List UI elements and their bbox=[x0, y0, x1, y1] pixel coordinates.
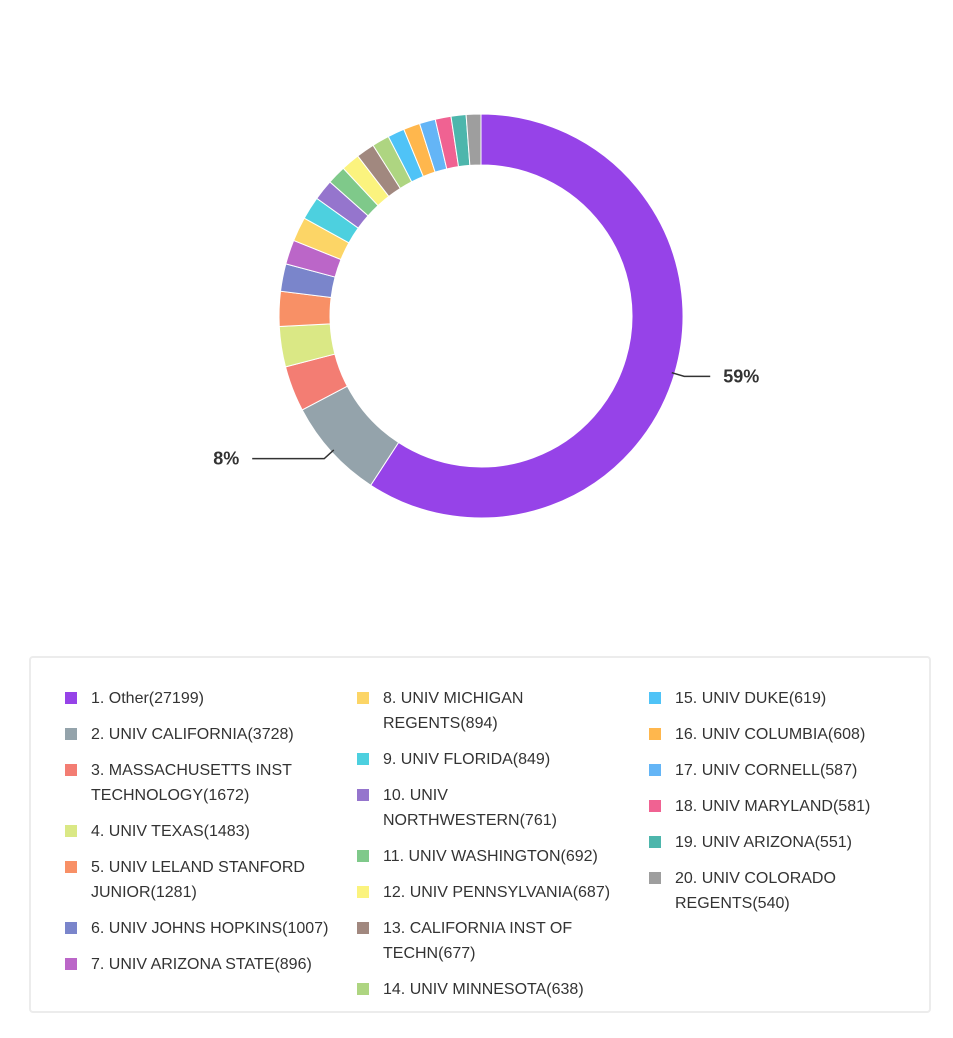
legend-swatch-9 bbox=[357, 753, 369, 765]
legend-label-19: 19. UNIV ARIZONA(551) bbox=[675, 834, 852, 851]
legend-item-3[interactable]: 3. MASSACHUSETTS INST TECHNOLOGY(1672) bbox=[64, 758, 334, 808]
legend-label-16: 16. UNIV COLUMBIA(608) bbox=[675, 726, 866, 743]
legend-item-10[interactable]: 10. UNIV NORTHWESTERN(761) bbox=[356, 783, 626, 833]
legend-item-18[interactable]: 18. UNIV MARYLAND(581) bbox=[648, 794, 918, 819]
legend-swatch-14 bbox=[357, 983, 369, 995]
legend-swatch-19 bbox=[649, 836, 661, 848]
legend-label-12: 12. UNIV PENNSYLVANIA(687) bbox=[383, 884, 611, 901]
legend-item-4[interactable]: 4. UNIV TEXAS(1483) bbox=[64, 819, 334, 844]
legend: 1. Other(27199) 2. UNIV CALIFORNIA(3728) 3… bbox=[29, 656, 931, 1013]
legend-swatch-1 bbox=[65, 692, 77, 704]
legend-column-3: 15. UNIV DUKE(619) 16. UNIV COLUMBIA(608)… bbox=[648, 686, 918, 927]
legend-swatch-4 bbox=[65, 825, 77, 837]
legend-item-9[interactable]: 9. UNIV FLORIDA(849) bbox=[356, 747, 626, 772]
legend-label-10: 10. UNIV NORTHWESTERN(761) bbox=[383, 787, 557, 829]
legend-label-2: 2. UNIV CALIFORNIA(3728) bbox=[91, 726, 294, 743]
legend-label-5: 5. UNIV LELAND STANFORD JUNIOR(1281) bbox=[91, 859, 305, 901]
legend-label-4: 4. UNIV TEXAS(1483) bbox=[91, 823, 250, 840]
legend-item-8[interactable]: 8. UNIV MICHIGAN REGENTS(894) bbox=[356, 686, 626, 736]
legend-column-1: 1. Other(27199) 2. UNIV CALIFORNIA(3728) 3… bbox=[64, 686, 334, 988]
legend-item-13[interactable]: 13. CALIFORNIA INST OF TECHN(677) bbox=[356, 916, 626, 966]
legend-swatch-15 bbox=[649, 692, 661, 704]
legend-item-5[interactable]: 5. UNIV LELAND STANFORD JUNIOR(1281) bbox=[64, 855, 334, 905]
legend-label-17: 17. UNIV CORNELL(587) bbox=[675, 762, 858, 779]
legend-label-3: 3. MASSACHUSETTS INST TECHNOLOGY(1672) bbox=[91, 762, 292, 804]
legend-label-18: 18. UNIV MARYLAND(581) bbox=[675, 798, 871, 815]
slice-20[interactable] bbox=[465, 113, 482, 166]
legend-swatch-3 bbox=[65, 764, 77, 776]
legend-label-7: 7. UNIV ARIZONA STATE(896) bbox=[91, 956, 312, 973]
callout-label-1: 59% bbox=[723, 366, 759, 386]
legend-label-6: 6. UNIV JOHNS HOPKINS(1007) bbox=[91, 920, 329, 937]
slice-1[interactable] bbox=[370, 113, 684, 519]
legend-label-13: 13. CALIFORNIA INST OF TECHN(677) bbox=[383, 920, 573, 962]
legend-swatch-11 bbox=[357, 850, 369, 862]
legend-swatch-17 bbox=[649, 764, 661, 776]
callout-line-1 bbox=[671, 371, 711, 378]
legend-item-16[interactable]: 16. UNIV COLUMBIA(608) bbox=[648, 722, 918, 747]
legend-swatch-18 bbox=[649, 800, 661, 812]
legend-item-11[interactable]: 11. UNIV WASHINGTON(692) bbox=[356, 844, 626, 869]
legend-swatch-2 bbox=[65, 728, 77, 740]
legend-swatch-8 bbox=[357, 692, 369, 704]
callout-line-2 bbox=[252, 449, 335, 460]
slices-layer bbox=[278, 113, 684, 519]
legend-swatch-5 bbox=[65, 861, 77, 873]
legend-label-8: 8. UNIV MICHIGAN REGENTS(894) bbox=[383, 690, 524, 732]
legend-item-1[interactable]: 1. Other(27199) bbox=[64, 686, 334, 711]
legend-item-6[interactable]: 6. UNIV JOHNS HOPKINS(1007) bbox=[64, 916, 334, 941]
legend-swatch-16 bbox=[649, 728, 661, 740]
legend-swatch-13 bbox=[357, 922, 369, 934]
legend-label-1: 1. Other(27199) bbox=[91, 690, 204, 707]
legend-swatch-20 bbox=[649, 872, 661, 884]
legend-item-12[interactable]: 12. UNIV PENNSYLVANIA(687) bbox=[356, 880, 626, 905]
legend-swatch-6 bbox=[65, 922, 77, 934]
donut-chart-svg: 59% 8% bbox=[213, 113, 759, 519]
callout-label-2: 8% bbox=[213, 449, 239, 469]
legend-item-19[interactable]: 19. UNIV ARIZONA(551) bbox=[648, 830, 918, 855]
legend-item-7[interactable]: 7. UNIV ARIZONA STATE(896) bbox=[64, 952, 334, 977]
legend-item-17[interactable]: 17. UNIV CORNELL(587) bbox=[648, 758, 918, 783]
legend-label-14: 14. UNIV MINNESOTA(638) bbox=[383, 981, 584, 998]
legend-item-20[interactable]: 20. UNIV COLORADO REGENTS(540) bbox=[648, 866, 918, 916]
legend-swatch-7 bbox=[65, 958, 77, 970]
legend-item-15[interactable]: 15. UNIV DUKE(619) bbox=[648, 686, 918, 711]
legend-label-9: 9. UNIV FLORIDA(849) bbox=[383, 751, 551, 768]
legend-label-20: 20. UNIV COLORADO REGENTS(540) bbox=[675, 870, 836, 912]
legend-item-14[interactable]: 14. UNIV MINNESOTA(638) bbox=[356, 977, 626, 1002]
legend-label-15: 15. UNIV DUKE(619) bbox=[675, 690, 827, 707]
legend-column-2: 8. UNIV MICHIGAN REGENTS(894) 9. UNIV FLO… bbox=[356, 686, 626, 1013]
legend-swatch-10 bbox=[357, 789, 369, 801]
callouts-layer: 59% 8% bbox=[213, 366, 759, 468]
legend-swatch-12 bbox=[357, 886, 369, 898]
legend-item-2[interactable]: 2. UNIV CALIFORNIA(3728) bbox=[64, 722, 334, 747]
legend-label-11: 11. UNIV WASHINGTON(692) bbox=[383, 848, 598, 865]
donut-chart: 59% 8% bbox=[213, 113, 759, 519]
